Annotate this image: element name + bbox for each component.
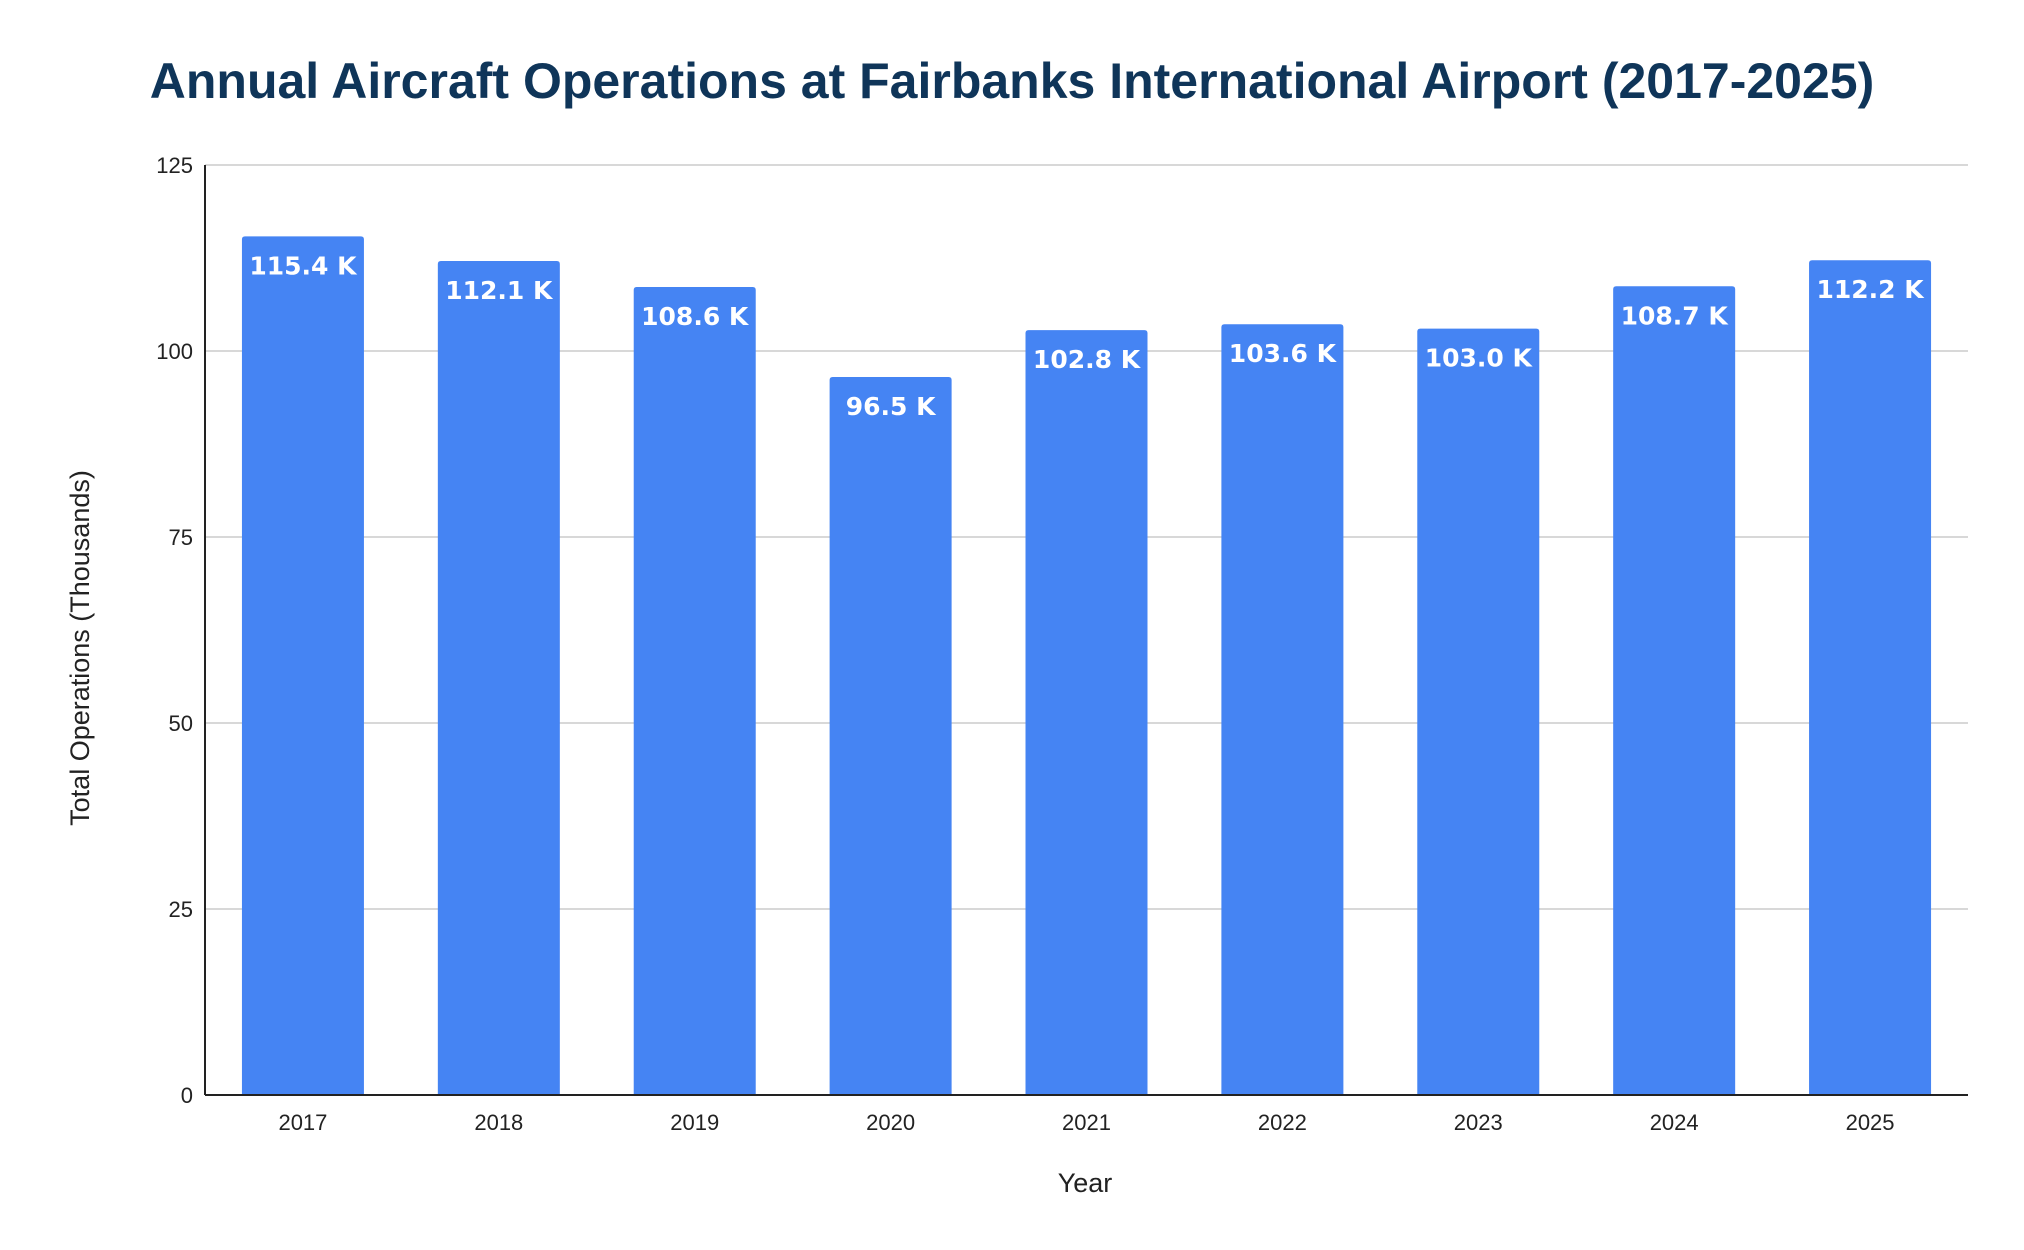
y-tick-label: 50 — [169, 711, 193, 736]
bar-2022 — [1221, 324, 1344, 1095]
data-label: 103.0 K — [1425, 344, 1534, 373]
x-tick-label: 2022 — [1258, 1110, 1307, 1135]
x-axis-title: Year — [1058, 1168, 1113, 1198]
bars — [241, 236, 1932, 1096]
axes: 0 25 50 75 100 125 2017 2018 2019 2020 2021 2022 202… — [156, 153, 1968, 1135]
y-tick-label: 0 — [181, 1083, 193, 1108]
bar-2023 — [1417, 328, 1540, 1095]
data-label: 108.7 K — [1621, 301, 1730, 330]
bar-2017 — [241, 236, 364, 1095]
bar-2019 — [633, 287, 756, 1095]
bar-2025 — [1809, 260, 1932, 1095]
y-axis-title: Total Operations (Thousands) — [65, 470, 95, 826]
data-label: 112.1 K — [445, 276, 554, 305]
bar-2024 — [1613, 286, 1736, 1096]
x-tick-label: 2020 — [866, 1110, 915, 1135]
x-tick-label: 2023 — [1454, 1110, 1503, 1135]
y-tick-label: 25 — [169, 897, 193, 922]
data-labels: 115.4 K 112.1 K 108.6 K 96.5 K 102.8 K 103.6 … — [249, 251, 1925, 421]
x-tick-label: 2021 — [1062, 1110, 1111, 1135]
y-tick-label: 125 — [156, 153, 193, 178]
x-tick-label: 2019 — [670, 1110, 719, 1135]
data-label: 96.5 K — [846, 392, 937, 421]
data-label: 115.4 K — [249, 251, 358, 280]
bar-2020 — [829, 377, 952, 1095]
bar-2021 — [1025, 330, 1148, 1096]
chart-title: Annual Aircraft Operations at Fairbanks … — [149, 53, 1875, 109]
x-tick-label: 2017 — [278, 1110, 327, 1135]
bar-2018 — [437, 260, 560, 1095]
y-tick-label: 75 — [169, 525, 193, 550]
x-tick-label: 2024 — [1650, 1110, 1699, 1135]
x-tick-label: 2018 — [474, 1110, 523, 1135]
data-label: 112.2 K — [1816, 275, 1925, 304]
x-tick-label: 2025 — [1846, 1110, 1895, 1135]
data-label: 108.6 K — [641, 302, 750, 331]
y-tick-label: 100 — [156, 339, 193, 364]
data-label: 102.8 K — [1033, 345, 1142, 374]
data-label: 103.6 K — [1229, 339, 1338, 368]
